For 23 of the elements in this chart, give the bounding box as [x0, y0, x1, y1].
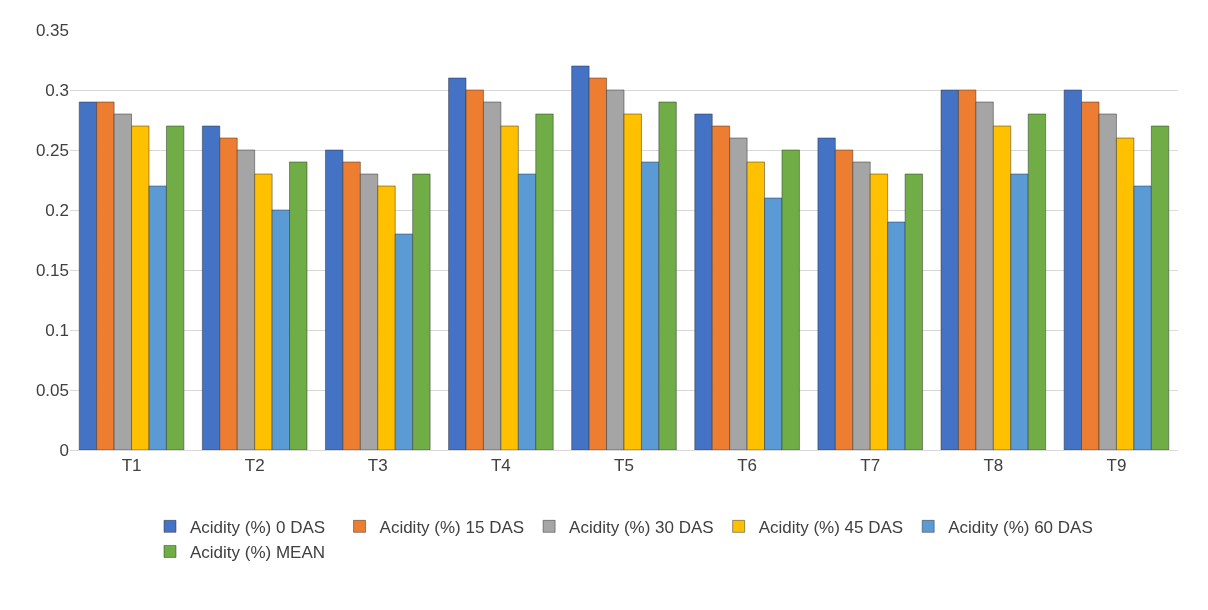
y-tick-label: 0.3	[45, 80, 69, 100]
x-tick-label: T6	[737, 456, 758, 476]
x-tick-label: T1	[121, 456, 142, 476]
y-tick-label: 0.25	[35, 140, 69, 160]
legend-label: Acidity (%) 45 DAS	[758, 517, 904, 537]
y-tick-label: 0.15	[35, 260, 69, 280]
legend-label: Acidity (%) 60 DAS	[948, 517, 1093, 537]
x-tick-label: T4	[490, 456, 511, 476]
x-tick-label: T9	[1106, 456, 1127, 476]
y-tick-label: 0.2	[45, 200, 69, 220]
legend-label: Acidity (%) MEAN	[190, 543, 326, 563]
x-tick-label: T2	[244, 456, 265, 476]
y-tick-label: 0.1	[45, 320, 69, 340]
legend-label: Acidity (%) 30 DAS	[569, 517, 714, 537]
y-tick-label: 0.35	[35, 20, 69, 40]
x-tick-label: T8	[983, 456, 1004, 476]
legend-label: Acidity (%) 0 DAS	[190, 517, 326, 537]
x-tick-label: T5	[614, 456, 634, 476]
x-tick-label: T3	[367, 456, 388, 476]
x-tick-label: T7	[860, 456, 881, 476]
y-tick-label: 0	[59, 440, 69, 460]
legend-label: Acidity (%) 15 DAS	[379, 517, 525, 537]
y-tick-label: 0.05	[35, 380, 69, 400]
